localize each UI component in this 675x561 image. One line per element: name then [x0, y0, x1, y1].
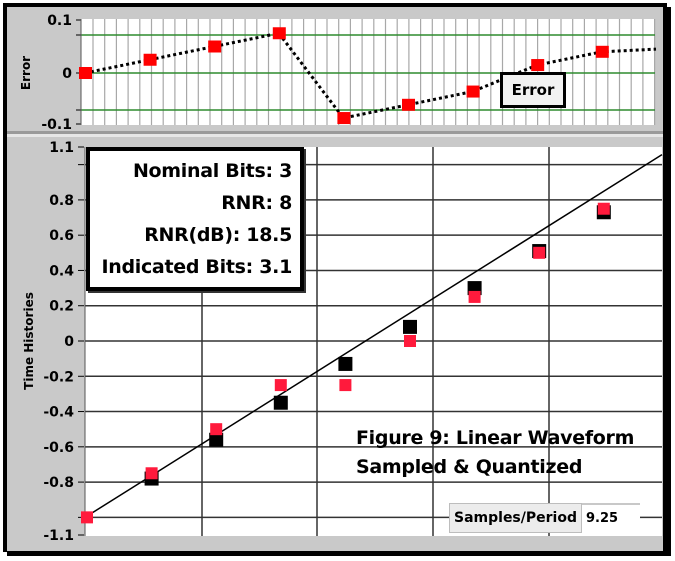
- main-tick-label: 0: [64, 334, 74, 350]
- samples-per-period-label: Samples/Period: [449, 503, 582, 533]
- error-point: [337, 112, 351, 125]
- error-point: [531, 59, 545, 72]
- sampled-point: [273, 395, 288, 410]
- quantized-markers: [81, 202, 610, 524]
- error-point: [595, 45, 609, 58]
- main-tick-label: -0.2: [43, 369, 74, 385]
- quantized-point: [339, 379, 352, 392]
- error-point: [402, 98, 415, 111]
- sampled-point: [338, 356, 353, 371]
- main-axis-label: Time Histories: [22, 292, 36, 390]
- quantized-point: [468, 290, 481, 303]
- rnr-text: RNR: 8: [221, 192, 292, 214]
- main-tick-label: -0.6: [43, 440, 74, 456]
- error-tick-bottom: -0.1: [41, 117, 72, 133]
- error-point: [272, 27, 286, 40]
- caption-line-2: Sampled & Quantized: [356, 456, 583, 478]
- main-tick-label: 0.4: [49, 263, 74, 279]
- error-point: [79, 67, 92, 79]
- sampled-point: [403, 319, 417, 334]
- error-point: [143, 53, 157, 66]
- continuous-waveform-line: [84, 154, 663, 518]
- quantized-point: [274, 379, 287, 392]
- quantized-point: [533, 246, 546, 259]
- quantized-point: [404, 335, 416, 347]
- error-point: [466, 85, 480, 98]
- main-tick-label: 0.2: [49, 299, 74, 315]
- error-markers: [79, 27, 609, 125]
- rnr-db-text: RNR(dB): 18.5: [144, 224, 292, 246]
- main-tick-label: 0.8: [49, 193, 74, 209]
- main-tick-label: -0.4: [43, 405, 74, 421]
- caption-line-1: Figure 9: Linear Waveform: [356, 427, 635, 449]
- quantized-point: [210, 423, 223, 436]
- indicated-bits-text: Indicated Bits: 3.1: [101, 256, 292, 278]
- error-axis-label: Error: [19, 56, 33, 90]
- metrics-box: Nominal Bits: 3 RNR: 8 RNR(dB): 18.5 Ind…: [86, 147, 304, 291]
- main-tick-label: -1.1: [43, 528, 74, 544]
- quantized-point: [597, 202, 610, 215]
- figure-caption: Figure 9: Linear Waveform Sampled & Quan…: [356, 424, 634, 482]
- nominal-bits-text: Nominal Bits: 3: [132, 160, 292, 182]
- samples-per-period-control: Samples/Period 9.25: [449, 503, 640, 533]
- error-tick-top: 0.1: [47, 13, 72, 29]
- main-tick-label: -0.8: [43, 475, 74, 491]
- error-trace: [84, 31, 657, 120]
- main-tick-label: 0.6: [49, 228, 74, 244]
- main-tick-label: 1.1: [49, 140, 74, 156]
- samples-per-period-input[interactable]: 9.25: [581, 503, 640, 533]
- main-axis-ticks: 1.1 0.8 0.6 0.4 0.2 0 -0.2 -0.4 -0.6 -0.8 -1.1: [43, 140, 86, 544]
- quantized-point: [145, 467, 158, 480]
- quantized-point: [81, 511, 93, 524]
- error-tick-zero: 0: [62, 66, 72, 82]
- error-point: [208, 40, 222, 53]
- sampled-point: [209, 432, 224, 447]
- error-legend: Error: [500, 72, 566, 108]
